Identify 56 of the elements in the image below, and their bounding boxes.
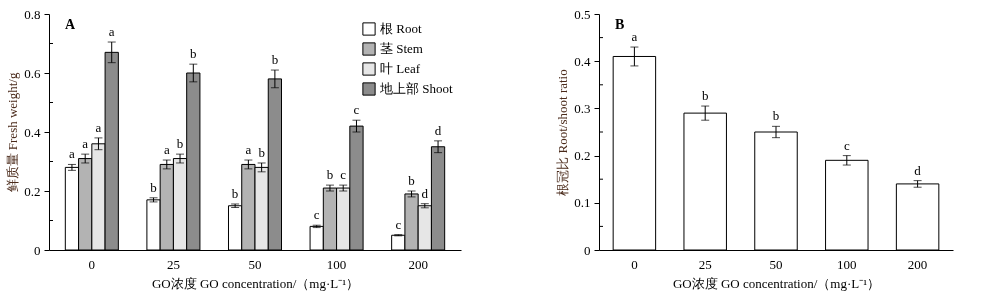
data-label: a — [631, 29, 638, 45]
data-label: a — [163, 142, 170, 158]
y-tick-label: 0.2 — [574, 148, 591, 164]
x-tick-label: 200 — [408, 256, 428, 272]
data-label: a — [69, 146, 76, 162]
data-label: a — [82, 136, 89, 152]
y-tick-label: 0.6 — [24, 65, 41, 81]
data-label: a — [108, 24, 115, 40]
data-label: b — [772, 108, 780, 124]
data-label: c — [353, 102, 360, 118]
annotation: A — [65, 17, 76, 32]
legend-label: 地上部 Shoot — [379, 81, 453, 96]
data-label: b — [176, 136, 184, 152]
y-axis-title: 根冠比 Root/shoot ratio — [555, 69, 571, 196]
y-tick-label: 0.1 — [574, 195, 591, 211]
data-label: b — [231, 185, 239, 201]
y-tick-label: 0 — [584, 242, 591, 258]
data-label: d — [421, 185, 429, 201]
data-label: c — [340, 167, 347, 183]
x-tick-label: 0 — [631, 256, 638, 272]
data-label: b — [271, 52, 279, 68]
y-tick-label: 0.8 — [24, 6, 41, 22]
y-tick-label: 0.4 — [574, 53, 591, 69]
legend-label: 茎 Stem — [380, 41, 423, 56]
data-label: c — [313, 207, 320, 223]
y-tick-label: 0.2 — [24, 183, 41, 199]
data-label: a — [245, 142, 252, 158]
y-tick-label: 0.5 — [574, 6, 591, 22]
data-label: b — [150, 179, 157, 195]
data-label: c — [843, 137, 850, 153]
x-tick-label: 25 — [166, 256, 180, 272]
data-label: b — [701, 88, 709, 104]
annotation: B — [615, 17, 625, 32]
x-tick-label: 50 — [769, 256, 783, 272]
x-tick-label: 100 — [837, 256, 857, 272]
x-tick-label: 200 — [907, 256, 928, 272]
x-tick-label: 100 — [326, 256, 347, 272]
x-axis-title: GO浓度 GO concentration/（mg·L⁻¹） — [151, 275, 360, 291]
data-label: c — [395, 216, 402, 232]
y-axis-title: 鲜质量 Fresh weight/g — [5, 72, 21, 193]
data-label: b — [190, 46, 197, 62]
data-label: a — [95, 119, 102, 135]
data-label: d — [914, 162, 922, 178]
y-tick-label: 0.3 — [574, 100, 591, 116]
legend-label: 叶 Leaf — [380, 61, 421, 76]
data-label: b — [408, 173, 415, 188]
x-axis-title: GO浓度 GO concentration/（mg·L⁻¹） — [672, 275, 881, 291]
data-label: b — [326, 167, 334, 183]
legend-label: 根 Root — [380, 21, 422, 36]
y-tick-label: 0.4 — [24, 124, 41, 140]
y-tick-label: 0 — [34, 242, 41, 258]
data-label: d — [434, 122, 442, 138]
x-tick-label: 0 — [88, 256, 96, 272]
x-tick-label: 50 — [248, 256, 262, 272]
x-tick-label: 25 — [698, 256, 712, 272]
data-label: b — [258, 144, 265, 160]
